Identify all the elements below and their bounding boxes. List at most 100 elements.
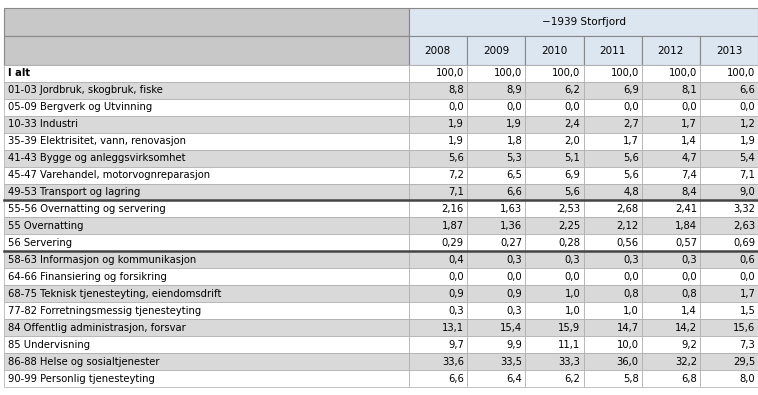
Text: 1,63: 1,63 [500,204,522,214]
Bar [584,370,642,387]
Text: 100,0: 100,0 [494,68,522,78]
Bar [467,65,525,82]
Bar [4,65,409,82]
Text: 100,0: 100,0 [610,68,639,78]
Bar [467,82,525,99]
Text: 0,3: 0,3 [506,255,522,265]
Bar [642,353,700,370]
Text: 0,3: 0,3 [681,255,697,265]
Text: 0,0: 0,0 [565,102,581,112]
Bar [642,251,700,268]
Text: 1,7: 1,7 [740,289,755,299]
Text: 6,9: 6,9 [565,170,581,180]
Bar [642,336,700,353]
Text: 1,36: 1,36 [500,221,522,231]
Bar [4,370,409,387]
Text: 100,0: 100,0 [436,68,464,78]
Text: 8,0: 8,0 [740,374,755,384]
Bar [525,218,584,234]
Bar [4,285,409,302]
Text: 1,87: 1,87 [442,221,464,231]
Text: 4,7: 4,7 [681,153,697,163]
Bar [467,302,525,319]
Bar [584,133,642,150]
Bar [642,150,700,167]
Text: 29,5: 29,5 [733,357,755,367]
Text: 10,0: 10,0 [617,340,639,350]
Bar [4,184,409,201]
Bar [584,65,642,82]
Bar [700,218,758,234]
Bar [525,99,584,116]
Text: 2,53: 2,53 [559,204,581,214]
Text: 5,6: 5,6 [623,170,639,180]
Text: 0,0: 0,0 [506,272,522,282]
Text: 0,0: 0,0 [740,102,755,112]
Bar [642,370,700,387]
Text: 58-63 Informasjon og kommunikasjon: 58-63 Informasjon og kommunikasjon [8,255,196,265]
Bar [4,99,409,116]
Bar [409,336,467,353]
Bar [4,302,409,319]
Bar [642,82,700,99]
Text: 0,56: 0,56 [617,238,639,248]
Text: 100,0: 100,0 [553,68,581,78]
Text: 1,8: 1,8 [506,136,522,146]
Bar [467,36,525,65]
Text: 1,9: 1,9 [448,119,464,129]
Bar [700,201,758,218]
Bar [700,302,758,319]
Text: 2,7: 2,7 [623,119,639,129]
Bar [409,353,467,370]
Text: 0,3: 0,3 [448,306,464,316]
Text: 0,8: 0,8 [623,289,639,299]
Text: 0,0: 0,0 [681,272,697,282]
Text: 15,9: 15,9 [558,323,581,333]
Text: 6,6: 6,6 [740,85,755,95]
Text: 2011: 2011 [600,45,626,56]
Bar [525,370,584,387]
Bar [525,285,584,302]
Text: 6,2: 6,2 [565,85,581,95]
Bar [584,116,642,133]
Text: 2,68: 2,68 [617,204,639,214]
Text: 0,4: 0,4 [448,255,464,265]
Bar [525,65,584,82]
Bar [525,150,584,167]
Bar [467,251,525,268]
Bar [584,218,642,234]
Text: 8,8: 8,8 [448,85,464,95]
Bar [4,268,409,285]
Bar [525,319,584,336]
Bar [467,336,525,353]
Bar [642,116,700,133]
Text: 8,9: 8,9 [506,85,522,95]
Text: 0,0: 0,0 [740,272,755,282]
Text: 0,3: 0,3 [565,255,581,265]
Text: 77-82 Forretningsmessig tjenesteyting: 77-82 Forretningsmessig tjenesteyting [8,306,201,316]
Text: 2008: 2008 [424,45,451,56]
Bar [467,184,525,201]
Text: 84 Offentlig administrasjon, forsvar: 84 Offentlig administrasjon, forsvar [8,323,185,333]
Text: 100,0: 100,0 [727,68,755,78]
Text: 1,5: 1,5 [740,306,755,316]
Text: 64-66 Finansiering og forsikring: 64-66 Finansiering og forsikring [8,272,167,282]
Bar [4,150,409,167]
Bar [4,319,409,336]
Bar [700,353,758,370]
Text: 0,0: 0,0 [681,102,697,112]
Bar [467,133,525,150]
Text: 36,0: 36,0 [617,357,639,367]
Text: 0,0: 0,0 [448,102,464,112]
Text: 2,41: 2,41 [675,204,697,214]
Bar [409,218,467,234]
Text: 68-75 Teknisk tjenesteyting, eiendomsdrift: 68-75 Teknisk tjenesteyting, eiendomsdri… [8,289,221,299]
Bar [700,370,758,387]
Text: 0,0: 0,0 [506,102,522,112]
Text: 2,12: 2,12 [616,221,639,231]
Text: 11,1: 11,1 [558,340,581,350]
Bar [4,234,409,251]
Text: 1,4: 1,4 [681,306,697,316]
Text: 1,0: 1,0 [623,306,639,316]
Bar [700,82,758,99]
